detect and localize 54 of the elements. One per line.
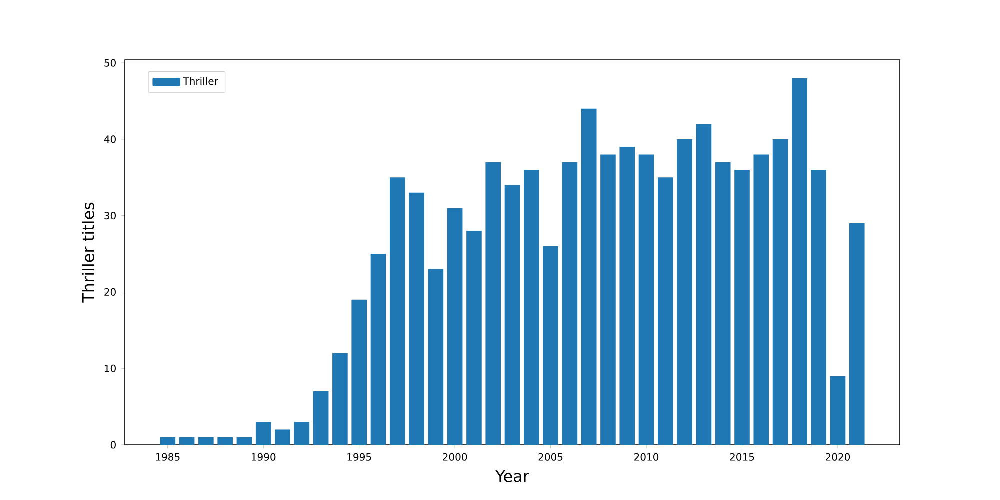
- bar: [198, 437, 214, 445]
- bar: [428, 269, 444, 445]
- bar: [390, 178, 406, 445]
- bar: [275, 430, 290, 445]
- bar: [524, 170, 540, 445]
- x-axis-title: Year: [496, 470, 530, 482]
- bar: [236, 437, 252, 445]
- bar: [849, 223, 865, 445]
- bar: [179, 437, 195, 445]
- x-tick-label: 2010: [634, 453, 659, 461]
- bar: [562, 162, 578, 445]
- x-tick-label: 2005: [538, 453, 563, 461]
- x-tick-label: 2015: [730, 453, 754, 461]
- y-tick-label: 40: [104, 136, 116, 144]
- bar: [332, 353, 348, 445]
- y-tick-label: 0: [110, 441, 116, 449]
- bar: [409, 192, 424, 445]
- bar: [370, 254, 386, 445]
- x-tick-label: 1995: [348, 453, 372, 461]
- x-tick-label: 2020: [826, 453, 850, 461]
- bar: [313, 392, 329, 445]
- y-tick-label: 30: [104, 212, 116, 220]
- bar: [447, 208, 463, 445]
- bar: [715, 162, 731, 445]
- bar: [811, 170, 826, 445]
- bar: [696, 124, 712, 445]
- bar: [677, 139, 692, 445]
- bar: [486, 162, 502, 445]
- x-tick-label: 2000: [443, 453, 468, 461]
- bar: [256, 422, 272, 445]
- bar: [638, 154, 654, 445]
- bar: [754, 154, 770, 445]
- bar: [581, 108, 597, 445]
- bar: [792, 78, 808, 445]
- x-tick-label: 1990: [252, 453, 276, 461]
- bar: [600, 154, 616, 445]
- y-tick-label: 50: [104, 59, 116, 67]
- bar: [772, 139, 788, 445]
- legend-label: Thriller: [183, 77, 218, 86]
- bar: [734, 170, 750, 445]
- bar: [294, 422, 310, 445]
- y-axis-title: Thriller titles: [82, 202, 94, 303]
- bar: [830, 376, 846, 445]
- bar: [504, 185, 520, 445]
- x-tick-label: 1985: [156, 453, 180, 461]
- y-tick-label: 20: [104, 288, 116, 296]
- bar: [620, 147, 636, 445]
- bar: [466, 231, 482, 445]
- bar: [543, 246, 558, 445]
- bar: [160, 437, 176, 445]
- y-tick-label: 10: [104, 364, 116, 372]
- bar: [658, 178, 674, 445]
- bar: [218, 437, 233, 445]
- bar: [352, 300, 368, 445]
